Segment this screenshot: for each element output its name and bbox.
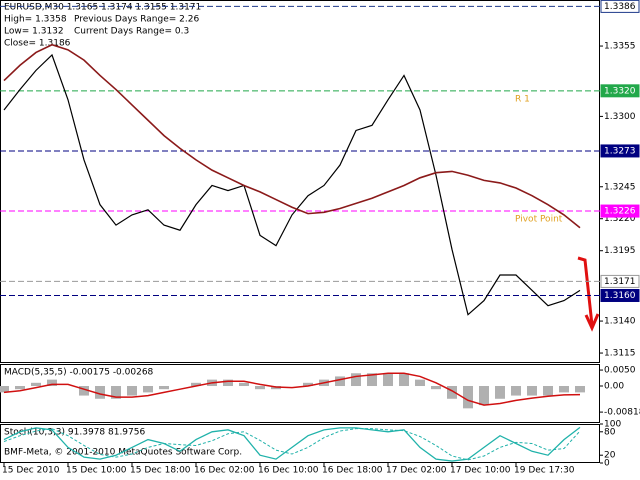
y-tick-label: 1.3220 bbox=[604, 214, 636, 224]
histogram-bar bbox=[399, 373, 409, 387]
info-text: Current Days Range= 0.3 bbox=[74, 27, 189, 37]
histogram-bar bbox=[367, 373, 377, 387]
histogram-bar bbox=[511, 386, 521, 396]
series-line bbox=[3, 53, 581, 316]
x-tick-label: 19 Dec 17:30 bbox=[514, 466, 575, 476]
info-text: Low= 1.3132 bbox=[4, 27, 64, 37]
level-box bbox=[600, 84, 640, 98]
y-tick-label: 1.3355 bbox=[604, 42, 636, 52]
histogram-bar bbox=[543, 386, 553, 396]
level-note: Pivot Point bbox=[515, 215, 563, 225]
y-tick-label: 1.3140 bbox=[604, 317, 636, 327]
histogram-bar bbox=[303, 382, 313, 387]
x-tick-label: 16 Dec 10:00 bbox=[258, 466, 319, 476]
x-tick-label: 16 Dec 02:00 bbox=[194, 466, 255, 476]
histogram-bar bbox=[447, 386, 457, 399]
copyright: BMF-Meta, © 2001-2010 MetaQuotes Softwar… bbox=[4, 448, 242, 458]
level-label: 1.3160 bbox=[604, 291, 636, 301]
histogram-bar bbox=[431, 386, 441, 390]
chart-title: EURUSD,M30 1.3165 1.3174 1.3155 1.3171 bbox=[4, 3, 201, 13]
histogram-bar bbox=[47, 379, 57, 387]
x-tick-label: 15 Dec 10:00 bbox=[66, 466, 127, 476]
x-tick-label: 15 Dec 18:00 bbox=[130, 466, 191, 476]
series-line bbox=[3, 372, 581, 406]
y-tick-label: 1.3300 bbox=[604, 112, 636, 122]
histogram-bar bbox=[255, 386, 265, 390]
histogram-bar bbox=[191, 382, 201, 387]
y-tick-label: 1.3195 bbox=[604, 246, 636, 256]
histogram-bar bbox=[495, 386, 505, 399]
histogram-bar bbox=[31, 382, 41, 387]
histogram-bar bbox=[463, 386, 473, 409]
histogram-bar bbox=[223, 379, 233, 387]
level-box bbox=[600, 144, 640, 158]
stoch-panel bbox=[0, 424, 600, 463]
series-line bbox=[3, 426, 581, 462]
series-line bbox=[3, 43, 581, 229]
histogram-bar bbox=[143, 386, 153, 393]
histogram-bar bbox=[159, 386, 169, 390]
y-tick-label: 0 bbox=[604, 459, 610, 469]
histogram-bar bbox=[0, 386, 9, 393]
histogram-bar bbox=[239, 382, 249, 387]
histogram-bar bbox=[79, 386, 89, 396]
arrow bbox=[577, 256, 600, 332]
level-box bbox=[600, 204, 640, 218]
y-tick-label: 80 bbox=[604, 427, 616, 437]
x-tick-label: 15 Dec 2010 bbox=[2, 466, 60, 476]
panel-title: Stoch(10,3,3) 91.3978 81.9756 bbox=[4, 428, 145, 438]
histogram-bar bbox=[335, 376, 345, 387]
histogram-bar bbox=[575, 386, 585, 393]
panel-title: MACD(5,35,5) -0.00175 -0.00268 bbox=[4, 368, 154, 378]
histogram-bar bbox=[111, 386, 121, 399]
level-note: R 1 bbox=[515, 94, 530, 104]
x-tick-label: 17 Dec 10:00 bbox=[450, 466, 511, 476]
level-label: 1.3320 bbox=[604, 86, 636, 96]
histogram-bar bbox=[95, 386, 105, 399]
histogram-bar bbox=[527, 386, 537, 396]
level-label: 1.3386 bbox=[604, 2, 636, 12]
level-label: 1.3273 bbox=[604, 146, 636, 156]
level-box bbox=[600, 288, 640, 302]
histogram-bar bbox=[351, 373, 361, 387]
macd-panel bbox=[0, 364, 600, 423]
series-line bbox=[3, 428, 581, 461]
histogram-bar bbox=[415, 379, 425, 387]
info-text: Close= 1.3186 bbox=[4, 39, 71, 49]
y-tick-label: 1.3115 bbox=[604, 349, 636, 359]
histogram-bar bbox=[15, 386, 25, 390]
histogram-bar bbox=[559, 386, 569, 393]
y-tick-label: 100 bbox=[604, 420, 621, 430]
level-box bbox=[600, 274, 640, 288]
histogram-bar bbox=[479, 386, 489, 406]
info-text: Previous Days Range= 2.26 bbox=[74, 15, 199, 25]
level-label: 1.3226 bbox=[604, 207, 636, 217]
level-label: 1.3171 bbox=[604, 277, 636, 287]
info-text: High= 1.3358 bbox=[4, 15, 67, 25]
y-tick-label: 1.3245 bbox=[604, 182, 636, 192]
y-tick-label: 0.00 bbox=[604, 382, 624, 392]
x-tick-label: 16 Dec 18:00 bbox=[322, 466, 383, 476]
level-box bbox=[600, 0, 640, 13]
y-tick-label: 20 bbox=[604, 451, 616, 461]
y-tick-label: -0.00818 bbox=[604, 408, 640, 418]
histogram-bar bbox=[383, 373, 393, 387]
x-tick-label: 17 Dec 02:00 bbox=[386, 466, 447, 476]
y-tick-label: 0.0050 bbox=[604, 366, 636, 376]
histogram-bar bbox=[127, 386, 137, 396]
main-panel bbox=[0, 0, 600, 363]
